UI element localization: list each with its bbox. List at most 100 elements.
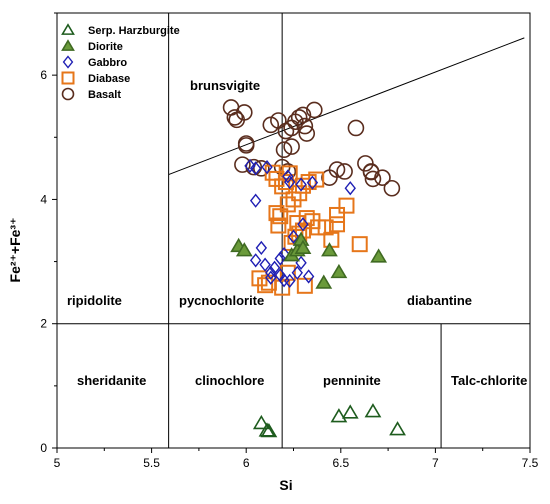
region-label-sheridanite: sheridanite [77,373,146,388]
y-tick-label: 4 [40,192,47,206]
y-axis-title: Fe²⁺+Fe³⁺ [7,218,23,283]
legend-marker-4 [61,87,75,101]
data-point [287,229,300,244]
x-tick-label: 5.5 [143,456,160,470]
legend-marker-3 [61,71,75,85]
data-point [364,403,382,418]
y-tick-label: 0 [40,441,47,455]
data-point [336,163,353,180]
data-point [291,265,303,280]
data-point [296,117,314,135]
boundary-diagonal [168,37,525,176]
data-point [257,277,274,294]
data-point [283,138,300,155]
x-axis-title: Si [279,477,292,493]
data-point [389,421,406,436]
legend-label-2: Gabbro [88,57,127,69]
data-point [310,219,327,236]
legend-label-0: Serp. Harzburgite [88,25,180,37]
region-label-ripidolite: ripidolite [67,293,122,308]
data-point [383,179,401,197]
data-point [284,273,296,288]
series-diorite [230,231,388,289]
data-point [259,257,271,272]
data-point [294,239,312,254]
data-point [278,273,290,288]
data-point [275,141,293,159]
axes: 5 5.5 6 6.5 7 7.5 0 2 4 6 [40,12,539,470]
x-tick-label: 6.5 [332,456,349,470]
data-point [260,422,278,438]
data-point [268,260,281,275]
legend-label-3: Diabase [88,73,130,85]
data-point [330,263,348,279]
y-tick-label: 2 [40,317,47,331]
data-point [306,175,319,190]
data-point [298,125,316,142]
data-point [302,269,315,284]
legend-label-1: Diorite [88,41,123,53]
x-tick-label: 7 [432,456,439,470]
data-point [284,174,296,190]
data-point [252,414,270,430]
data-point [283,119,300,137]
data-point [370,248,388,263]
data-point [351,236,368,253]
legend: Serp. Harzburgite Diorite Gabbro Diabase Bas… [61,23,180,101]
series-basalt [222,99,401,197]
legend-marker-2 [62,55,74,69]
data-point [289,215,306,232]
data-point [344,181,356,196]
data-point [268,205,285,222]
data-point [277,174,294,191]
data-point [329,216,346,233]
data-point [237,137,255,154]
data-point [274,251,286,266]
data-point [329,206,346,223]
y-tick-label: 6 [40,68,47,82]
field-boundaries [57,13,530,448]
region-labels: brunsvigite ripidolite pycnochlorite diaban… [67,78,527,388]
data-point [341,404,359,419]
region-label-brunsvigite: brunsvigite [190,78,260,93]
data-point [347,119,365,137]
series-serp-harzburgite [252,403,406,438]
x-tick-label: 5 [54,456,61,470]
data-point [294,106,312,124]
data-point [279,196,296,213]
data-point [255,240,268,256]
data-point [297,217,309,232]
data-point [338,197,355,214]
region-label-talc-chlorite: Talc-chlorite [451,373,527,388]
data-point [234,156,251,173]
region-label-diabantine: diabantine [407,293,472,308]
data-points [222,99,406,438]
data-point [265,270,277,285]
legend-marker-0 [61,23,75,35]
data-point [321,242,338,257]
data-point [235,242,253,257]
data-point [261,159,273,175]
data-point [362,163,380,180]
x-tick-label: 6 [243,456,250,470]
x-tick-label: 7.5 [522,456,539,470]
data-point [295,177,307,192]
region-label-clinochlore: clinochlore [195,373,264,388]
data-point [249,161,262,176]
legend-marker-1 [61,39,75,51]
data-point [249,253,262,268]
data-point [265,265,277,280]
data-point [226,109,244,126]
data-point [306,101,323,119]
data-point [308,171,325,188]
data-point [330,408,348,423]
data-point [328,161,346,178]
legend-label-4: Basalt [88,89,121,101]
data-point [270,217,287,234]
region-label-penninite: penninite [323,373,381,388]
data-point [236,104,253,121]
data-point [364,170,382,188]
series-gabbro [244,158,356,288]
data-point [282,169,294,184]
